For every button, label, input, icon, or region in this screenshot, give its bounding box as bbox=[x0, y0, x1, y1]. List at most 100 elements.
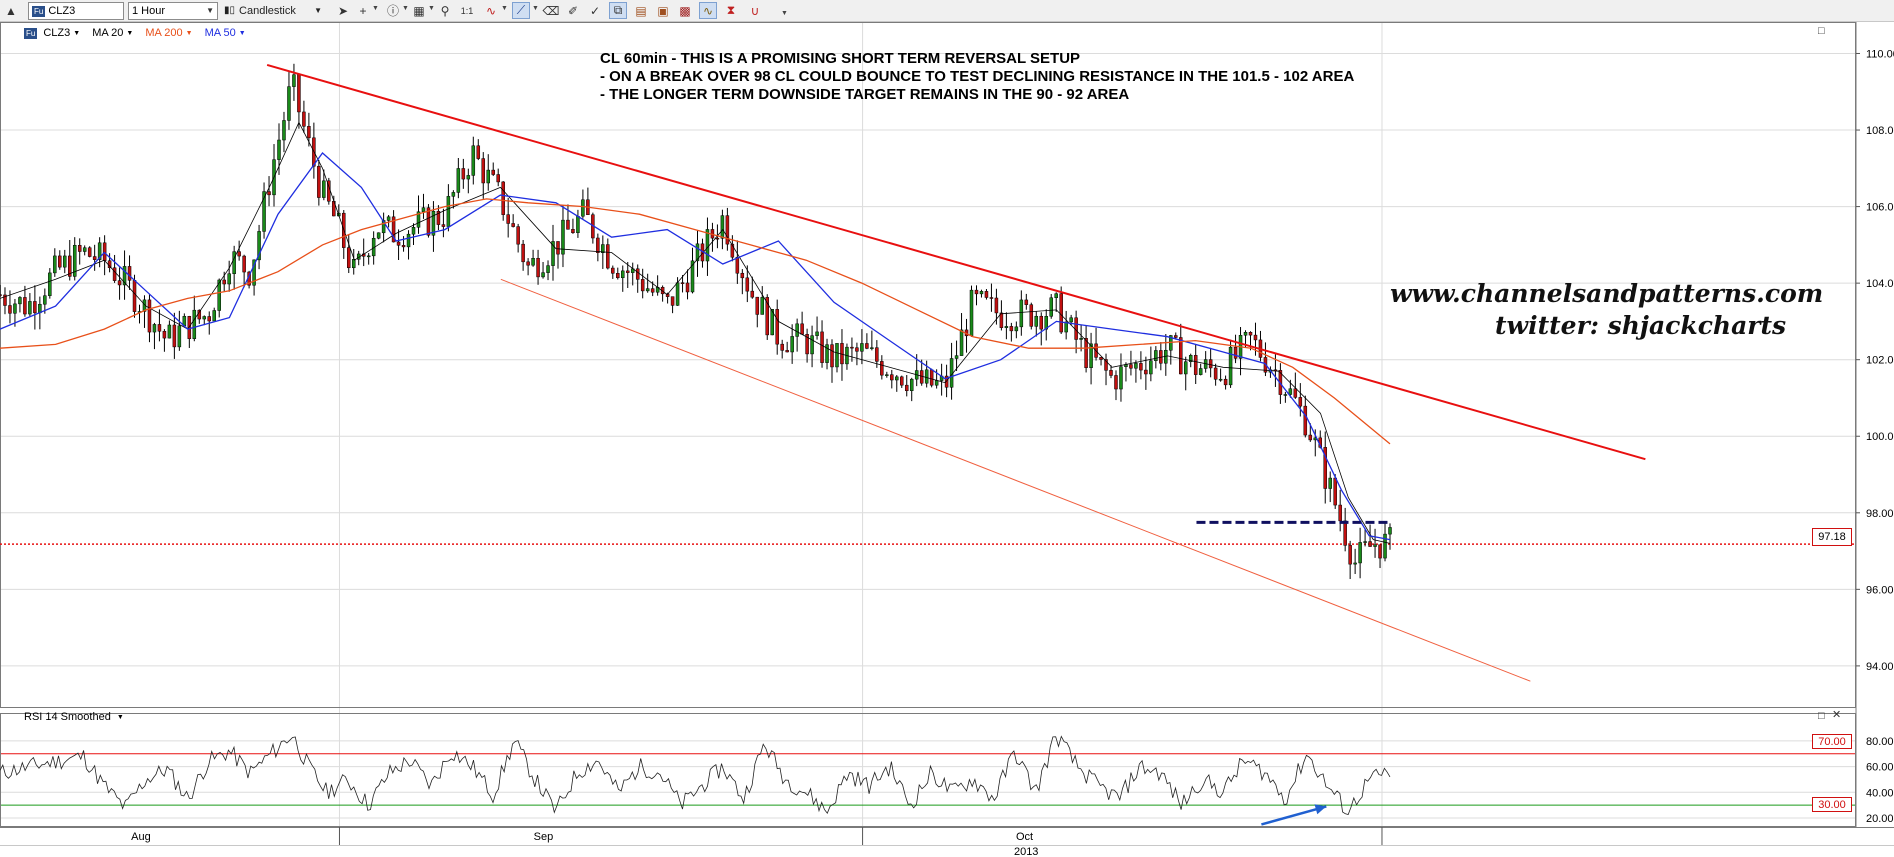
candle-body bbox=[97, 242, 102, 260]
candle-body bbox=[411, 227, 416, 235]
price-candle bbox=[302, 100, 306, 134]
symbol-input[interactable]: Fu CLZ3 bbox=[28, 2, 124, 20]
price-candle bbox=[805, 328, 809, 363]
price-candle bbox=[660, 285, 665, 302]
price-candle bbox=[984, 289, 989, 300]
candle-body bbox=[1218, 378, 1223, 381]
candle-body bbox=[1323, 447, 1327, 489]
indicator-icon[interactable]: ∿ bbox=[699, 2, 717, 19]
candle-body bbox=[820, 331, 824, 363]
price-candle bbox=[551, 224, 555, 281]
price-candle bbox=[1198, 363, 1203, 376]
price-candle bbox=[312, 122, 316, 179]
price-candle bbox=[157, 309, 162, 342]
legend-ma200[interactable]: MA 200 ▼ bbox=[145, 27, 192, 39]
chevron-down-icon[interactable]: ▼ bbox=[402, 5, 409, 12]
candle-body bbox=[217, 279, 221, 311]
more-tools-icon[interactable]: ▼ bbox=[781, 10, 788, 17]
price-candle bbox=[1089, 332, 1093, 385]
candle-body bbox=[1059, 293, 1063, 333]
wave-icon[interactable]: ∿ bbox=[485, 3, 497, 18]
info-icon[interactable]: ⓘ bbox=[386, 4, 399, 18]
draw-tool-icon[interactable]: ✓ bbox=[589, 3, 601, 18]
price-candle bbox=[800, 311, 804, 335]
candle-body bbox=[730, 243, 735, 258]
chart-canvas[interactable]: 110.00 108.00 106.00 104.00 102.00 100.00 98.0… bbox=[0, 22, 1894, 857]
candle-body bbox=[1049, 297, 1053, 317]
price-candle bbox=[1203, 351, 1208, 373]
chevron-down-icon[interactable]: ▼ bbox=[501, 5, 508, 12]
candle-body bbox=[1004, 326, 1009, 328]
price-candle bbox=[1084, 325, 1088, 373]
maximize-price-panel-icon[interactable]: □ bbox=[1818, 25, 1825, 37]
panel-frames bbox=[0, 22, 1894, 846]
candle-body bbox=[18, 297, 22, 305]
legend-ma50[interactable]: MA 50 ▼ bbox=[205, 27, 246, 39]
sound-wave-icon[interactable]: ⧗ bbox=[726, 3, 736, 17]
price-candle bbox=[1338, 489, 1342, 532]
candle-body bbox=[934, 380, 939, 386]
price-candle bbox=[775, 299, 779, 355]
candle-body bbox=[127, 266, 132, 281]
grid-icon[interactable]: ▦ bbox=[413, 3, 425, 18]
legend-ma20[interactable]: MA 20 ▼ bbox=[92, 27, 133, 39]
price-candle bbox=[760, 286, 765, 315]
layout-icon[interactable]: ▣ bbox=[657, 3, 669, 18]
interval-select[interactable]: 1 Hour ▼ bbox=[128, 2, 218, 20]
candle-body bbox=[1288, 388, 1293, 395]
magnet-snap-icon[interactable]: ⧉ bbox=[609, 2, 627, 19]
price-candle bbox=[770, 309, 774, 336]
price-candle bbox=[1134, 360, 1138, 383]
price-tick-label: 96.00 bbox=[1866, 584, 1894, 596]
one-to-one-icon[interactable]: 1:1 bbox=[460, 5, 474, 16]
price-candle bbox=[1388, 523, 1392, 550]
candle-body bbox=[516, 226, 520, 245]
price-tick-label: 98.00 bbox=[1866, 508, 1894, 520]
trendline-icon[interactable]: ⟋ bbox=[512, 2, 530, 19]
chevron-down-icon[interactable]: ▼ bbox=[428, 5, 435, 12]
zoom-icon[interactable]: ⚲ bbox=[440, 3, 450, 18]
price-candle bbox=[740, 269, 745, 295]
price-candle bbox=[1164, 333, 1168, 376]
crosshair-icon[interactable]: + bbox=[359, 3, 367, 18]
chevron-down-icon[interactable]: ▼ bbox=[532, 5, 539, 12]
template-icon[interactable]: ▤ bbox=[635, 3, 647, 18]
pointer-icon[interactable]: ➤ bbox=[337, 3, 349, 18]
brush-icon[interactable]: ✐ bbox=[567, 3, 579, 18]
candle-body bbox=[640, 279, 645, 292]
close-rsi-panel-icon[interactable]: ✕ bbox=[1832, 709, 1842, 721]
candle-body bbox=[1034, 315, 1039, 327]
arrow-head-icon bbox=[1314, 804, 1327, 815]
price-candle bbox=[635, 264, 640, 293]
eraser-icon[interactable]: ⌫ bbox=[542, 3, 560, 18]
candle-body bbox=[421, 207, 426, 213]
candle-body bbox=[680, 282, 685, 284]
magnet-icon[interactable]: ∪ bbox=[750, 3, 760, 18]
price-candle bbox=[282, 111, 286, 153]
candle-body bbox=[1179, 337, 1183, 375]
price-candle bbox=[1014, 321, 1019, 339]
chevron-down-icon[interactable]: ▼ bbox=[372, 5, 379, 12]
candle-body bbox=[909, 378, 914, 391]
price-candle bbox=[1233, 334, 1238, 364]
candle-body bbox=[157, 324, 162, 332]
candle-body bbox=[1064, 321, 1068, 333]
legend-symbol[interactable]: Fu CLZ3 ▼ bbox=[24, 27, 80, 39]
collapse-up-icon[interactable]: ▲ bbox=[5, 3, 17, 18]
price-candle bbox=[1159, 342, 1163, 371]
maximize-rsi-panel-icon[interactable]: □ bbox=[1818, 710, 1825, 722]
candle-body bbox=[556, 241, 560, 255]
candle-body bbox=[267, 191, 271, 196]
alert-icon[interactable]: ▩ bbox=[679, 3, 691, 18]
candle-body bbox=[122, 266, 127, 286]
price-candle bbox=[1059, 286, 1063, 335]
chart-style-select[interactable]: ▮▯ Candlestick ▼ bbox=[224, 2, 324, 19]
candle-body bbox=[944, 375, 949, 388]
price-candle bbox=[1044, 309, 1048, 341]
month-label: Oct bbox=[1016, 831, 1033, 843]
candle-body bbox=[87, 247, 92, 257]
chevron-down-icon: ▼ bbox=[185, 29, 193, 37]
price-candle bbox=[1328, 471, 1332, 503]
rsi-panel-title[interactable]: RSI 14 Smoothed ▼ bbox=[24, 711, 124, 723]
candle-body bbox=[1228, 346, 1233, 386]
